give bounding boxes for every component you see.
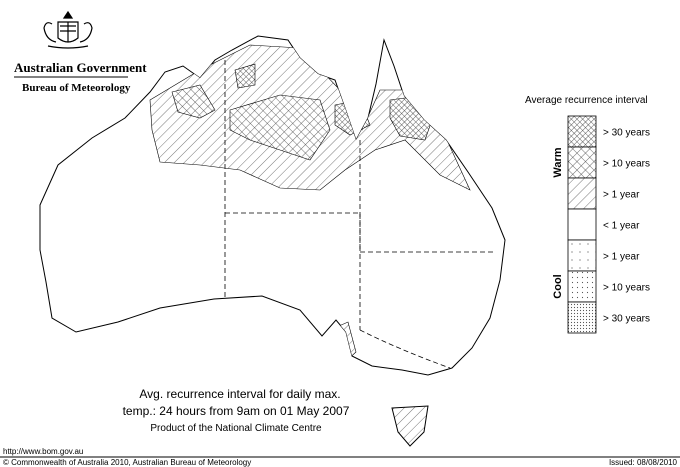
legend-label: > 10 years: [603, 283, 650, 294]
legend-swatch: [567, 301, 597, 334]
coat-of-arms: [43, 10, 93, 49]
legend-label: > 1 year: [603, 190, 640, 201]
legend-group: Warm: [552, 147, 564, 177]
caption-line: Avg. recurrence interval for daily max.: [139, 387, 340, 401]
legend-swatch: [567, 146, 597, 179]
legend-title: Average recurrence interval: [525, 95, 648, 106]
footer-issued: Issued: 08/08/2010: [609, 458, 678, 467]
caption-credit: Product of the National Climate Centre: [150, 423, 322, 434]
legend-group: Cool: [552, 274, 564, 298]
legend-swatch: [567, 115, 597, 148]
footer-copyright: © Commonwealth of Australia 2010, Austra…: [3, 458, 251, 467]
legend-label: < 1 year: [603, 221, 640, 232]
australia-map: [39, 35, 506, 447]
caption-line: temp.: 24 hours from 9am on 01 May 2007: [123, 404, 350, 418]
legend-label: > 30 years: [603, 128, 650, 139]
legend-label: > 1 year: [603, 252, 640, 263]
legend-swatch: [567, 270, 597, 303]
footer-url: http://www.bom.gov.au: [3, 447, 83, 456]
legend-label: > 30 years: [603, 314, 650, 325]
agency: Bureau of Meteorology: [22, 82, 131, 94]
legend-label: > 10 years: [603, 159, 650, 170]
legend-swatch: [567, 208, 597, 241]
legend-swatch: [567, 239, 597, 272]
legend: > 30 years > 10 years > 1 year < 1 year > 1 …: [552, 115, 650, 334]
organisation: Australian Government: [14, 60, 147, 75]
legend-swatch: [567, 177, 597, 210]
